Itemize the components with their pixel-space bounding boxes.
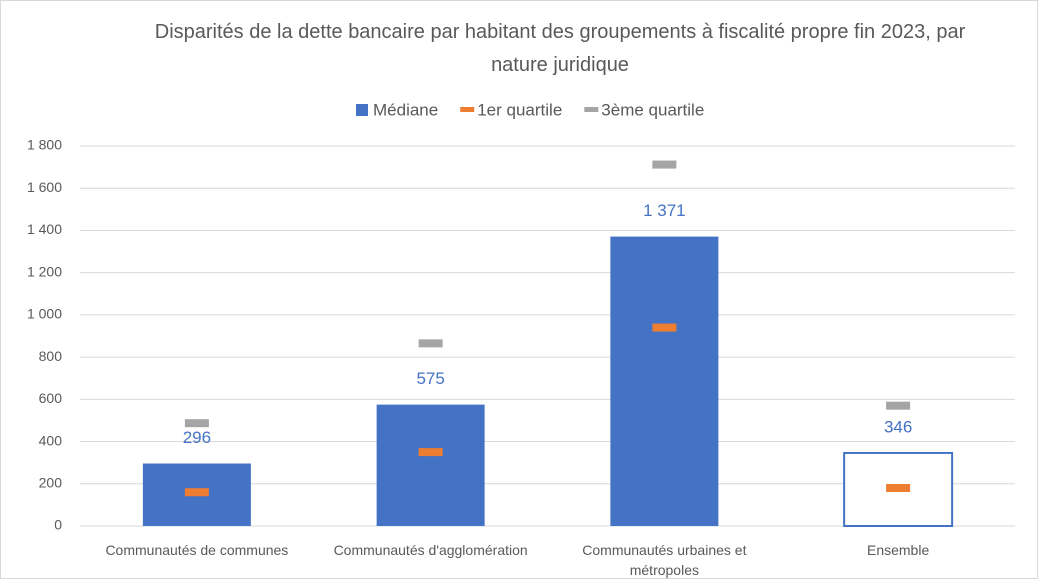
quartile-marker: [184, 419, 209, 428]
bar: [376, 404, 485, 526]
y-tick-label: 1 200: [27, 263, 62, 279]
y-tick-label: 600: [39, 390, 63, 406]
quartile-marker: [184, 488, 209, 497]
legend-swatch: [460, 107, 475, 112]
x-label-box: Communautés d'agglomération: [333, 542, 528, 558]
value-label: 346: [884, 417, 912, 436]
quartile-marker: [886, 484, 911, 492]
y-tick-label: 0: [54, 517, 62, 533]
y-tick-label: 1 000: [27, 306, 62, 322]
y-tick-label: 1 800: [27, 137, 62, 153]
quartile-marker: [652, 160, 677, 169]
y-tick-label: 800: [39, 348, 63, 364]
y-tick-label: 200: [39, 474, 63, 490]
quartile-marker: [652, 323, 677, 332]
x-tick-label: Communautés d'agglomération: [333, 542, 528, 558]
legend-label: 3ème quartile: [601, 100, 704, 119]
legend-swatch: [584, 107, 599, 112]
chart-title: Disparités de la dette bancaire par habi…: [154, 21, 966, 76]
y-tick-label: 400: [39, 432, 63, 448]
legend-label: 1er quartile: [477, 100, 562, 119]
legend-label: Médiane: [373, 100, 438, 119]
quartile-marker: [418, 448, 443, 457]
x-tick-label: Ensemble: [866, 542, 930, 558]
y-tick-label: 1 600: [27, 179, 62, 195]
y-tick-label: 1 400: [27, 221, 62, 237]
value-label: 1 371: [643, 201, 686, 220]
x-label-box: Communautés de communes: [105, 542, 289, 558]
quartile-marker: [418, 339, 443, 348]
x-tick-label: Communautés de communes: [105, 542, 289, 558]
bar: [610, 236, 719, 527]
x-label-box: Communautés urbaines et métropoles: [582, 542, 747, 578]
quartile-marker: [886, 401, 911, 410]
x-label-box: Ensemble: [866, 542, 930, 558]
x-tick-label: Communautés urbaines et métropoles: [582, 542, 747, 578]
value-label: 296: [183, 428, 211, 447]
title-box: Disparités de la dette bancaire par habi…: [154, 21, 966, 76]
value-label: 575: [416, 369, 444, 388]
legend-swatch: [356, 104, 368, 116]
